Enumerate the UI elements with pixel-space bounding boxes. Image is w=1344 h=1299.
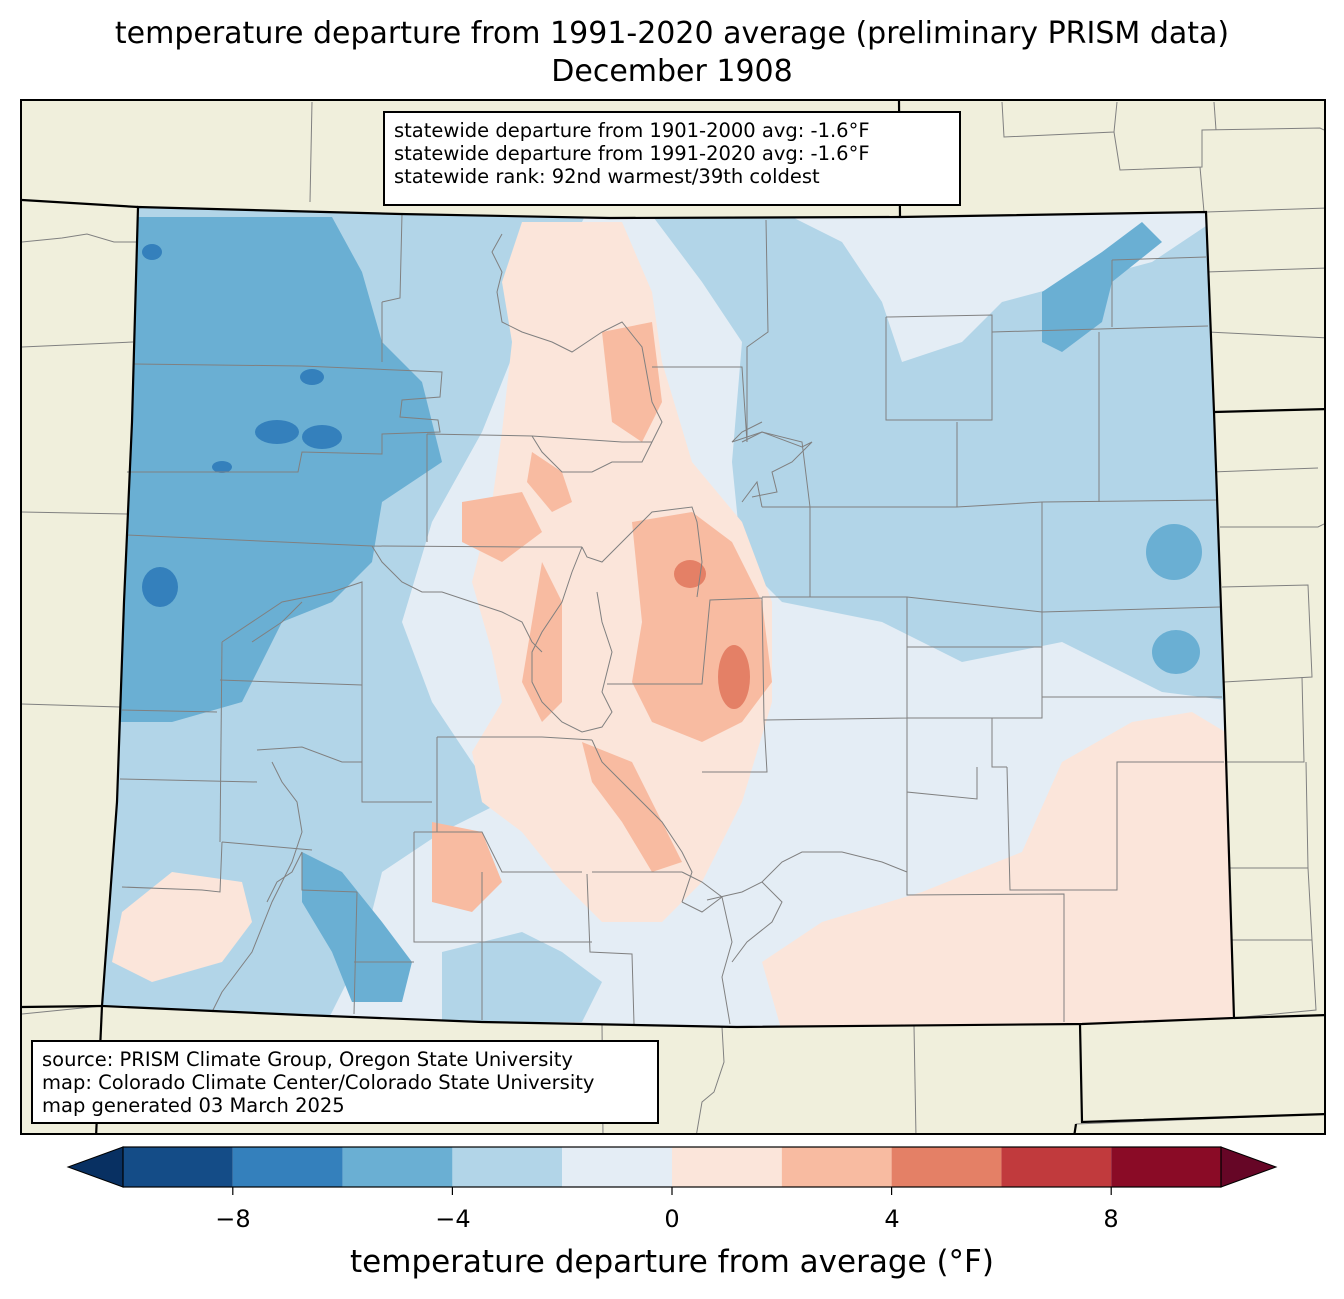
statewide-stats-box: statewide departure from 1901-2000 avg: … bbox=[383, 111, 961, 206]
colorbar-tick-label: −8 bbox=[215, 1205, 251, 1233]
map-credit-line: map: Colorado Climate Center/Colorado St… bbox=[42, 1071, 595, 1094]
colorbar-tick-label: 8 bbox=[1103, 1205, 1119, 1233]
colorbar-bin bbox=[342, 1147, 453, 1187]
colorado-county-lines bbox=[119, 213, 1224, 1025]
colorado-map bbox=[22, 101, 1324, 1133]
colorbar-bin bbox=[672, 1147, 782, 1187]
generated-date-line: map generated 03 March 2025 bbox=[42, 1094, 345, 1117]
colorbar-bin bbox=[781, 1147, 892, 1187]
map-title: temperature departure from 1991-2020 ave… bbox=[114, 16, 1230, 51]
colorbar-tick-label: 4 bbox=[884, 1205, 900, 1233]
colorbar-tick-label: −4 bbox=[435, 1205, 471, 1233]
stats-line-1901-2000: statewide departure from 1901-2000 avg: … bbox=[394, 119, 870, 142]
stats-line-1991-2020: statewide departure from 1991-2020 avg: … bbox=[394, 142, 870, 165]
colorbar-bin bbox=[891, 1147, 1002, 1187]
colorbar-tick-label: 0 bbox=[664, 1205, 680, 1233]
stats-line-rank: statewide rank: 92nd warmest/39th coldes… bbox=[394, 165, 820, 188]
colorbar-over-arrow bbox=[1220, 1146, 1278, 1188]
source-line: source: PRISM Climate Group, Oregon Stat… bbox=[42, 1048, 573, 1071]
colorbar-bin bbox=[1111, 1147, 1221, 1187]
colorbar-title: temperature departure from average (°F) bbox=[350, 1244, 994, 1280]
map-frame bbox=[20, 99, 1326, 1135]
colorbar-bin bbox=[232, 1147, 343, 1187]
colorbar-under-arrow bbox=[66, 1146, 124, 1188]
colorbar bbox=[66, 1146, 1278, 1195]
colorbar-bin bbox=[562, 1147, 672, 1187]
temperature-fill bbox=[102, 207, 1234, 1027]
colorbar-bin bbox=[123, 1147, 233, 1187]
colorbar-ticks bbox=[232, 1187, 1112, 1195]
colorbar-bin bbox=[1001, 1147, 1112, 1187]
map-subtitle-date: December 1908 bbox=[551, 54, 793, 89]
colorbar-bins bbox=[123, 1147, 1221, 1187]
source-box: source: PRISM Climate Group, Oregon Stat… bbox=[31, 1040, 659, 1124]
colorbar-bin bbox=[452, 1147, 563, 1187]
